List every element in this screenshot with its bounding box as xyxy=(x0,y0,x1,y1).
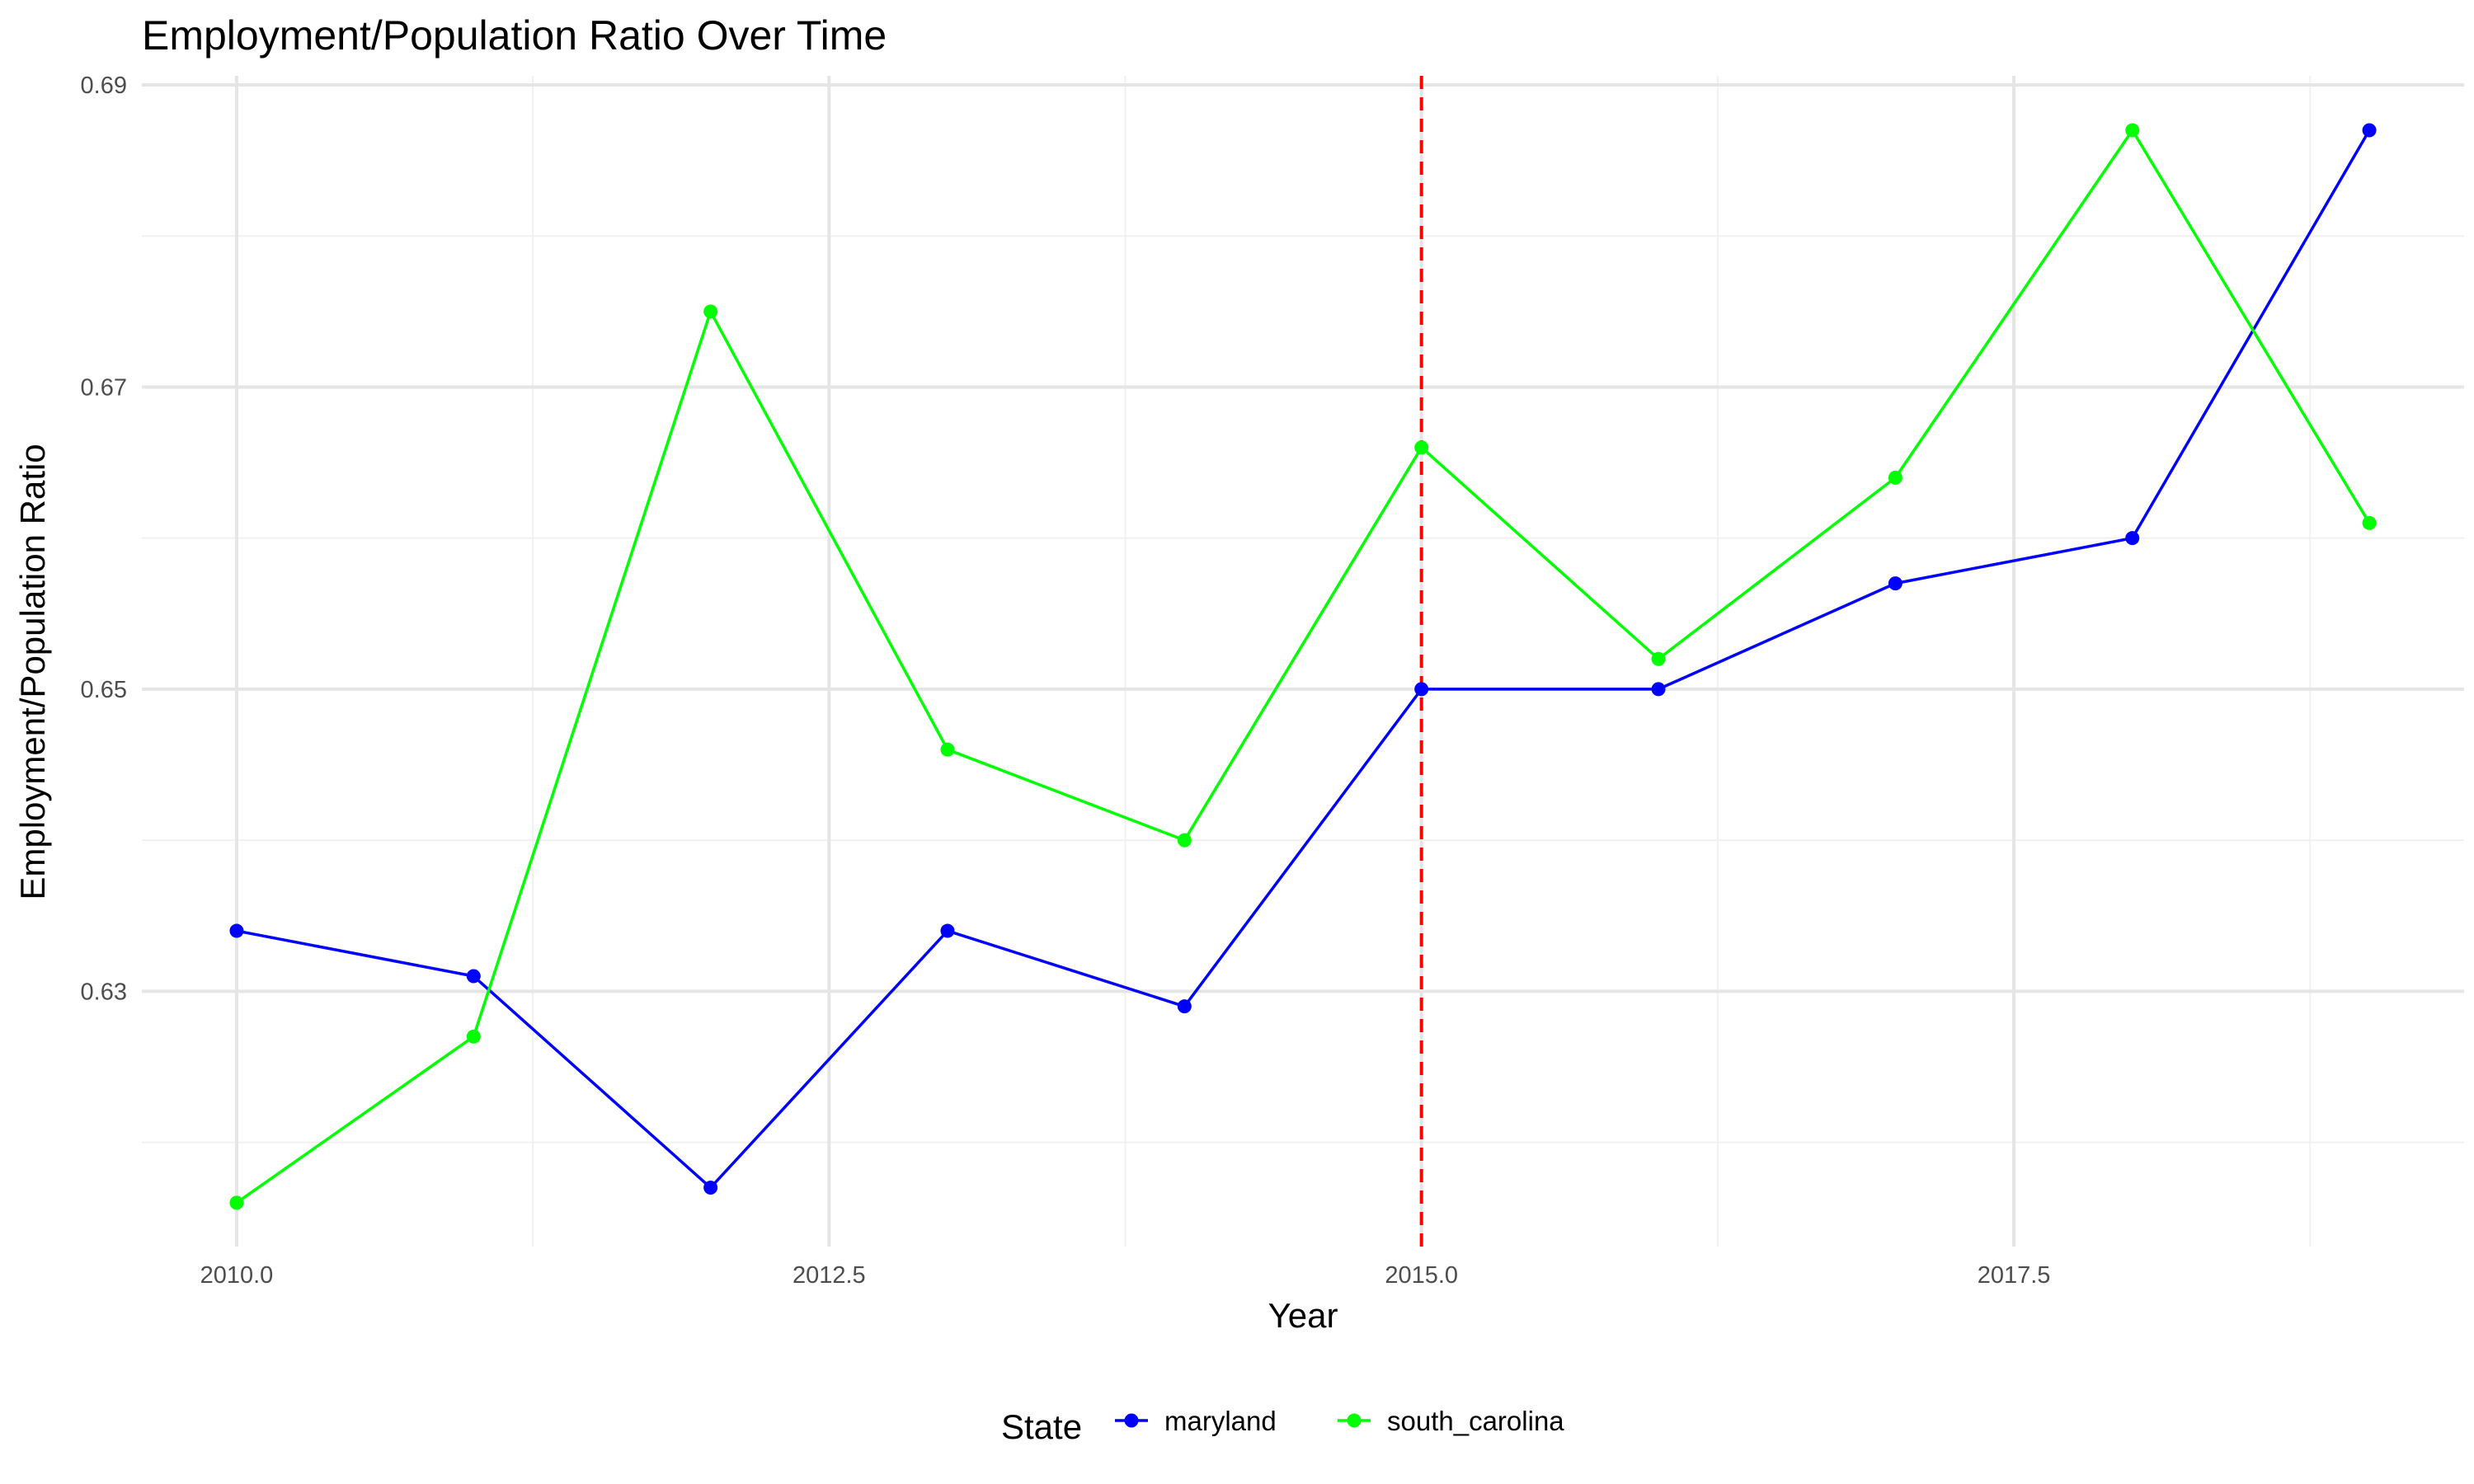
data-point-maryland xyxy=(2362,123,2377,138)
data-point-south_carolina xyxy=(2125,123,2140,138)
data-point-maryland xyxy=(1414,682,1429,697)
x-tick-label: 2015.0 xyxy=(1385,1262,1458,1289)
data-point-south_carolina xyxy=(1651,651,1666,666)
data-point-south_carolina xyxy=(1888,470,1903,485)
legend-label-south_carolina: south_carolina xyxy=(1387,1406,1564,1436)
series-lines xyxy=(235,129,2371,1205)
data-point-maryland xyxy=(2125,531,2140,546)
x-axis-title: Year xyxy=(1268,1296,1338,1335)
y-tick-label: 0.65 xyxy=(81,677,127,703)
data-point-maryland xyxy=(466,969,481,984)
y-tick-label: 0.69 xyxy=(81,73,127,99)
data-point-maryland xyxy=(1651,682,1666,697)
minor-gridlines xyxy=(142,76,2464,1247)
data-point-south_carolina xyxy=(229,1195,244,1210)
series-line-south_carolina xyxy=(235,129,2371,1205)
x-tick-label: 2017.5 xyxy=(1978,1262,2051,1289)
data-point-maryland xyxy=(703,1181,718,1195)
data-point-south_carolina xyxy=(940,742,955,757)
data-point-south_carolina xyxy=(1177,833,1192,848)
series-line-maryland xyxy=(236,129,2371,1190)
data-point-south_carolina xyxy=(1414,440,1429,455)
y-tick-label: 0.67 xyxy=(81,374,127,401)
legend-key-point-south_carolina xyxy=(1347,1413,1362,1428)
x-tick-label: 2012.5 xyxy=(793,1262,866,1289)
legend-label-maryland: maryland xyxy=(1164,1406,1277,1436)
legend-key-point-maryland xyxy=(1124,1413,1139,1428)
data-point-south_carolina xyxy=(2362,515,2377,530)
y-tick-label: 0.63 xyxy=(81,979,127,1005)
major-gridlines xyxy=(142,76,2464,1247)
chart-title: Employment/Population Ratio Over Time xyxy=(142,12,887,59)
legend-title: State xyxy=(1001,1407,1082,1446)
x-tick-label: 2010.0 xyxy=(200,1262,274,1289)
series-points xyxy=(229,123,2377,1210)
data-point-south_carolina xyxy=(703,304,718,319)
data-point-maryland xyxy=(229,923,244,938)
legend: State maryland south_carolina xyxy=(1001,1406,1564,1446)
data-point-south_carolina xyxy=(466,1029,481,1044)
y-axis-title: Employment/Population Ratio xyxy=(13,444,52,899)
y-tick-labels: 0.63 0.65 0.67 0.69 xyxy=(81,73,127,1005)
data-point-maryland xyxy=(940,923,955,938)
data-point-maryland xyxy=(1888,576,1903,591)
x-tick-labels: 2010.0 2012.5 2015.0 2017.5 xyxy=(200,1262,2051,1289)
data-point-maryland xyxy=(1177,999,1192,1014)
